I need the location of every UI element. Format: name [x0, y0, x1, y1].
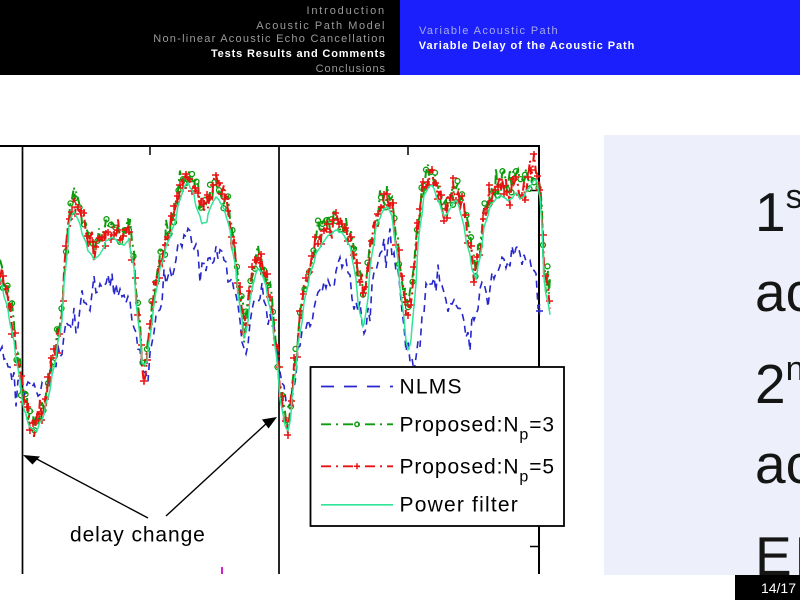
svg-text:delay change: delay change [70, 524, 206, 547]
svg-text:NLMS: NLMS [400, 376, 463, 399]
svg-text:Power filter: Power filter [400, 494, 519, 517]
